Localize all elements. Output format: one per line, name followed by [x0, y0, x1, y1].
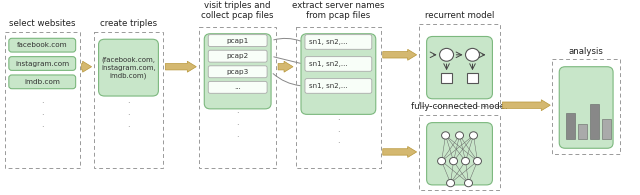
Bar [199, 27, 276, 168]
FancyBboxPatch shape [208, 50, 267, 62]
Text: instagram.com: instagram.com [15, 60, 69, 66]
FancyBboxPatch shape [208, 66, 267, 78]
Text: .: . [41, 108, 44, 117]
Text: .: . [337, 125, 340, 134]
Text: select websites: select websites [9, 19, 76, 28]
Bar [296, 27, 381, 168]
Circle shape [442, 132, 449, 139]
Polygon shape [502, 100, 550, 111]
Circle shape [461, 157, 470, 165]
Text: visit triples and
collect pcap files: visit triples and collect pcap files [202, 1, 274, 20]
Text: .: . [337, 113, 340, 122]
Text: sn1, sn2,...: sn1, sn2,... [309, 83, 348, 89]
Bar [590, 104, 599, 139]
Text: pcap1: pcap1 [227, 38, 249, 44]
Text: sn1, sn2,...: sn1, sn2,... [309, 61, 348, 67]
Bar [467, 73, 478, 83]
Text: .: . [337, 136, 340, 145]
Polygon shape [165, 61, 196, 72]
Text: .: . [236, 118, 239, 127]
FancyBboxPatch shape [99, 39, 159, 96]
Circle shape [474, 157, 481, 165]
Polygon shape [383, 146, 417, 157]
FancyBboxPatch shape [208, 35, 267, 47]
Circle shape [438, 157, 445, 165]
FancyBboxPatch shape [305, 79, 372, 93]
FancyBboxPatch shape [559, 67, 613, 148]
Text: create triples: create triples [100, 19, 157, 28]
Circle shape [465, 48, 479, 61]
FancyBboxPatch shape [9, 57, 76, 70]
Text: .: . [41, 96, 44, 105]
Text: pcap2: pcap2 [227, 53, 249, 59]
Text: .: . [236, 130, 239, 139]
Polygon shape [278, 61, 293, 72]
FancyBboxPatch shape [208, 81, 267, 93]
Circle shape [456, 132, 463, 139]
Bar [552, 59, 620, 154]
FancyBboxPatch shape [427, 123, 492, 185]
Circle shape [465, 179, 472, 187]
Text: .: . [41, 120, 44, 129]
Bar [419, 115, 500, 191]
Text: ...: ... [234, 84, 241, 90]
Text: analysis: analysis [569, 47, 604, 56]
FancyBboxPatch shape [305, 57, 372, 71]
Text: recurrent model: recurrent model [425, 11, 494, 20]
Bar [441, 73, 452, 83]
Bar [602, 119, 611, 139]
Bar [93, 32, 163, 168]
Bar [5, 32, 79, 168]
FancyBboxPatch shape [427, 36, 492, 99]
FancyBboxPatch shape [305, 35, 372, 49]
Circle shape [440, 48, 454, 61]
Text: sn1, sn2,...: sn1, sn2,... [309, 39, 348, 45]
Bar [566, 113, 575, 139]
FancyBboxPatch shape [301, 34, 376, 114]
Circle shape [470, 132, 477, 139]
Text: imdb.com: imdb.com [24, 79, 60, 85]
Text: .: . [127, 120, 130, 129]
Bar [419, 24, 500, 106]
FancyBboxPatch shape [9, 38, 76, 52]
Text: .: . [127, 96, 130, 105]
FancyBboxPatch shape [9, 75, 76, 89]
FancyBboxPatch shape [204, 34, 271, 109]
Circle shape [449, 157, 458, 165]
Text: pcap3: pcap3 [227, 69, 249, 75]
Bar [578, 124, 587, 139]
Polygon shape [82, 61, 92, 72]
Text: facebook.com: facebook.com [17, 42, 68, 48]
Circle shape [447, 179, 454, 187]
Text: .: . [127, 108, 130, 117]
Text: fully-connected model: fully-connected model [412, 102, 508, 111]
Text: (facebook.com,
instagram.com,
imdb.com): (facebook.com, instagram.com, imdb.com) [101, 56, 156, 79]
Polygon shape [383, 49, 417, 60]
Text: extract server names
from pcap files: extract server names from pcap files [292, 1, 385, 20]
Text: .: . [236, 106, 239, 115]
